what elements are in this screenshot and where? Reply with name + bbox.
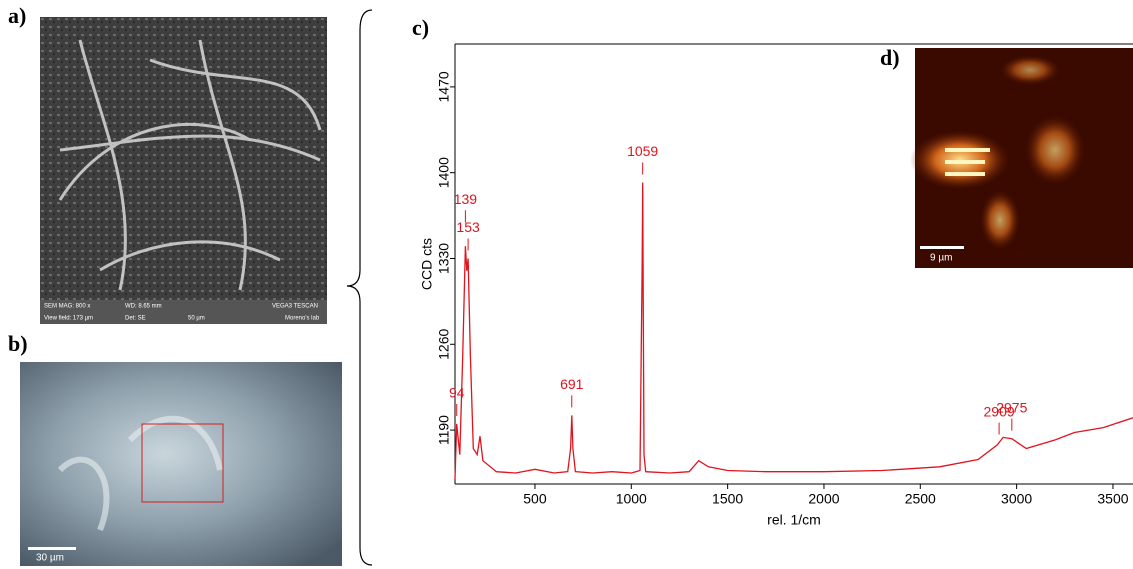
raman-map xyxy=(910,48,1133,268)
y-tick-label: 1190 xyxy=(436,415,452,445)
x-tick-label: 1500 xyxy=(712,491,743,507)
x-tick-label: 500 xyxy=(523,491,547,507)
scale-bar xyxy=(28,547,76,550)
sem-info: Det: SE xyxy=(125,316,146,322)
peak-label: 691 xyxy=(560,376,584,392)
sem-info: Moreno's lab xyxy=(285,316,320,322)
peak-label: 2909 xyxy=(984,403,1015,419)
y-tick-label: 1470 xyxy=(436,71,452,102)
sem-info: VEGA3 TESCAN xyxy=(272,304,318,310)
sem-info: WD: 8.65 mm xyxy=(125,304,162,310)
sem-info: SEM MAG: 800 x xyxy=(44,304,90,310)
sem-image xyxy=(40,17,327,300)
panel-label: b) xyxy=(8,331,28,356)
peak-label: 2975 xyxy=(996,399,1027,415)
scale-label: 30 µm xyxy=(36,553,64,564)
y-axis-label: CCD cts xyxy=(419,238,435,290)
sem-info: View field: 173 µm xyxy=(44,316,93,322)
sem-info-bar xyxy=(40,300,327,324)
panel-label: c) xyxy=(412,15,429,40)
y-tick-label: 1400 xyxy=(436,157,452,188)
panel-label: d) xyxy=(880,45,900,70)
y-tick-label: 1260 xyxy=(436,328,452,359)
plot xyxy=(454,43,1133,485)
sem-info: 50 µm xyxy=(188,316,205,322)
x-tick-label: 1000 xyxy=(616,491,647,507)
fiber xyxy=(57,415,223,532)
fibers xyxy=(58,39,322,291)
x-tick-label: 3000 xyxy=(1001,491,1032,507)
scale-bar xyxy=(920,246,964,249)
peak-label: 153 xyxy=(456,219,480,235)
x-tick-label: 2000 xyxy=(808,491,839,507)
x-tick-label: 2500 xyxy=(905,491,936,507)
brace xyxy=(346,9,373,566)
peak-label: 94 xyxy=(449,385,465,401)
x-axis-label: rel. 1/cm xyxy=(767,512,821,528)
y-tick-label: 1330 xyxy=(436,243,452,274)
panel-label: a) xyxy=(8,3,26,28)
peak-label: 139 xyxy=(454,191,478,207)
x-tick-label: 3500 xyxy=(1097,491,1128,507)
scale-label: 9 µm xyxy=(930,253,952,264)
region-box xyxy=(141,423,224,503)
peak-label: 1059 xyxy=(627,143,658,159)
spectrum xyxy=(454,182,1133,480)
